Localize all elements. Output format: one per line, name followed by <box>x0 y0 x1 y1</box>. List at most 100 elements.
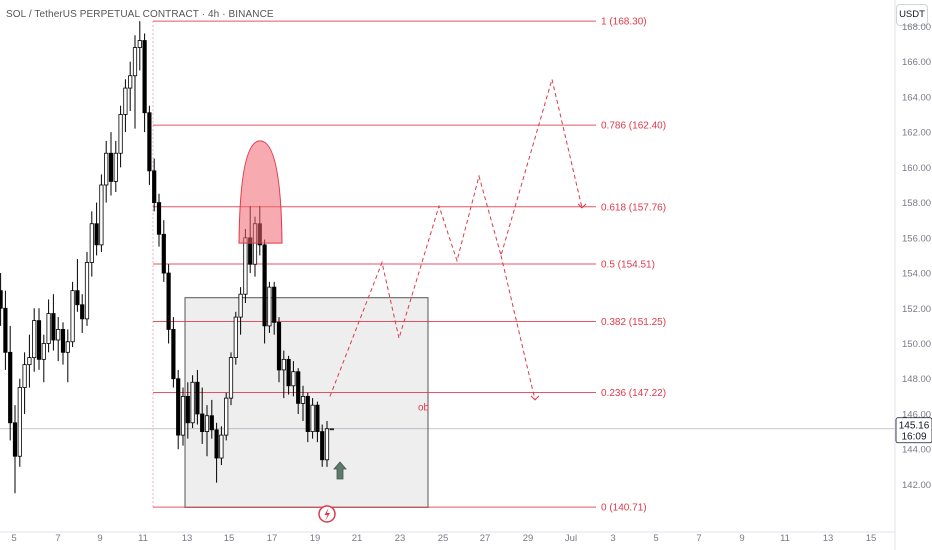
candle-body <box>190 381 195 424</box>
header-sep: · <box>222 9 229 20</box>
candle-body <box>80 304 85 320</box>
projection-path <box>329 77 583 397</box>
fib-level-label: 0 (140.71) <box>601 503 647 514</box>
candle-body <box>60 329 66 353</box>
x-tick-label: 19 <box>310 533 321 544</box>
x-tick-label: 25 <box>438 533 449 544</box>
order-block-label: ob <box>418 402 430 413</box>
y-tick-label: 158.00 <box>902 198 931 209</box>
candle-body <box>176 378 181 436</box>
candle-body <box>113 152 118 182</box>
candle-body <box>36 320 42 360</box>
countdown-label: 16:09 <box>901 431 926 442</box>
candle-body <box>200 413 205 432</box>
candle-body <box>118 114 123 154</box>
y-tick-label: 166.00 <box>902 57 931 68</box>
x-tick-label: 27 <box>480 533 491 544</box>
candle-body <box>94 223 99 246</box>
y-tick-label: 162.00 <box>902 128 931 139</box>
candle-body <box>324 428 330 461</box>
y-tick-label: 156.00 <box>902 233 931 244</box>
current-price-label: 145.16 <box>899 420 930 431</box>
candle-body <box>185 395 190 424</box>
candle-body <box>89 223 94 263</box>
x-tick-label: 17 <box>267 533 278 544</box>
candle-body <box>108 152 114 182</box>
exchange-name: BINANCE <box>228 9 274 20</box>
projection-drawings[interactable] <box>238 77 587 523</box>
candle-body <box>171 329 176 380</box>
dome-pattern <box>238 140 283 244</box>
projection-branch <box>500 255 536 400</box>
candle-body <box>214 429 219 459</box>
candle-body <box>262 244 267 327</box>
candle-body <box>99 184 104 246</box>
fib-level-label: 0.786 (162.40) <box>601 121 666 132</box>
up-arrow-icon <box>333 461 347 480</box>
x-tick-label: 7 <box>696 533 701 544</box>
x-tick-label: 15 <box>224 533 235 544</box>
candle-body <box>310 404 315 432</box>
header-sep: · <box>201 9 208 20</box>
candle-body <box>104 152 109 186</box>
candle-body <box>320 431 325 461</box>
timeframe: 4h <box>208 9 220 20</box>
y-tick-label: 144.00 <box>902 445 931 456</box>
candle-body <box>32 320 37 359</box>
fib-level-label: 0.618 (157.76) <box>601 202 666 213</box>
candle-body <box>137 40 142 48</box>
candle-body <box>12 422 18 457</box>
projection-arrowhead <box>577 203 587 209</box>
candle-body <box>296 371 301 404</box>
x-tick-label: 5 <box>653 533 658 544</box>
candlestick-series <box>0 21 334 494</box>
ticker-header: SOL / TetherUS PERPETUAL CONTRACT · 4h ·… <box>6 9 274 20</box>
candle-body <box>0 290 3 309</box>
x-tick-label: 9 <box>97 533 102 544</box>
projection-arrowhead <box>530 395 540 401</box>
candle-body <box>281 358 286 371</box>
candle-body <box>123 87 128 115</box>
x-tick-label: 23 <box>395 533 406 544</box>
fibonacci-retracement[interactable]: 1 (168.30) 0.786 (162.40) 0.618 (157.76) 0.… <box>152 17 666 514</box>
x-tick-label: Jul <box>565 533 577 544</box>
x-tick-label: 11 <box>138 533 148 544</box>
y-tick-label: 142.00 <box>902 480 931 491</box>
x-tick-label: 7 <box>55 533 60 544</box>
candle-body <box>219 434 224 459</box>
candle-body <box>147 112 152 172</box>
fib-level-label: 0.382 (151.25) <box>601 317 666 328</box>
candle-body <box>17 387 22 457</box>
y-tick-label: 168.00 <box>902 22 931 33</box>
currency-button[interactable]: USDT <box>896 4 928 26</box>
x-tick-label: 13 <box>182 533 193 544</box>
candle-body <box>56 329 61 341</box>
y-tick-label: 152.00 <box>902 304 931 315</box>
candle-body <box>65 341 70 353</box>
candle-body <box>152 170 157 203</box>
candle-body <box>84 262 90 320</box>
candle-body <box>329 428 334 431</box>
candle-body <box>46 313 51 344</box>
candle-body <box>195 381 200 415</box>
candle-body <box>128 75 133 89</box>
candle-body <box>27 357 32 366</box>
candle-body <box>243 237 248 295</box>
candle-body <box>3 307 8 353</box>
candle-body <box>41 343 46 360</box>
y-tick-label: 154.00 <box>902 269 931 280</box>
candle-body <box>51 313 56 341</box>
candle-body <box>300 395 306 404</box>
candle-body <box>228 357 234 399</box>
candle-body <box>142 40 147 114</box>
x-tick-label: 29 <box>523 533 534 544</box>
candle-body <box>161 233 166 274</box>
y-tick-label: 146.00 <box>902 409 931 420</box>
x-tick-label: 15 <box>866 533 877 544</box>
candle-body <box>286 358 291 387</box>
fib-level-label: 1 (168.30) <box>601 17 647 28</box>
candle-body <box>166 272 171 330</box>
candle-body <box>224 397 229 436</box>
